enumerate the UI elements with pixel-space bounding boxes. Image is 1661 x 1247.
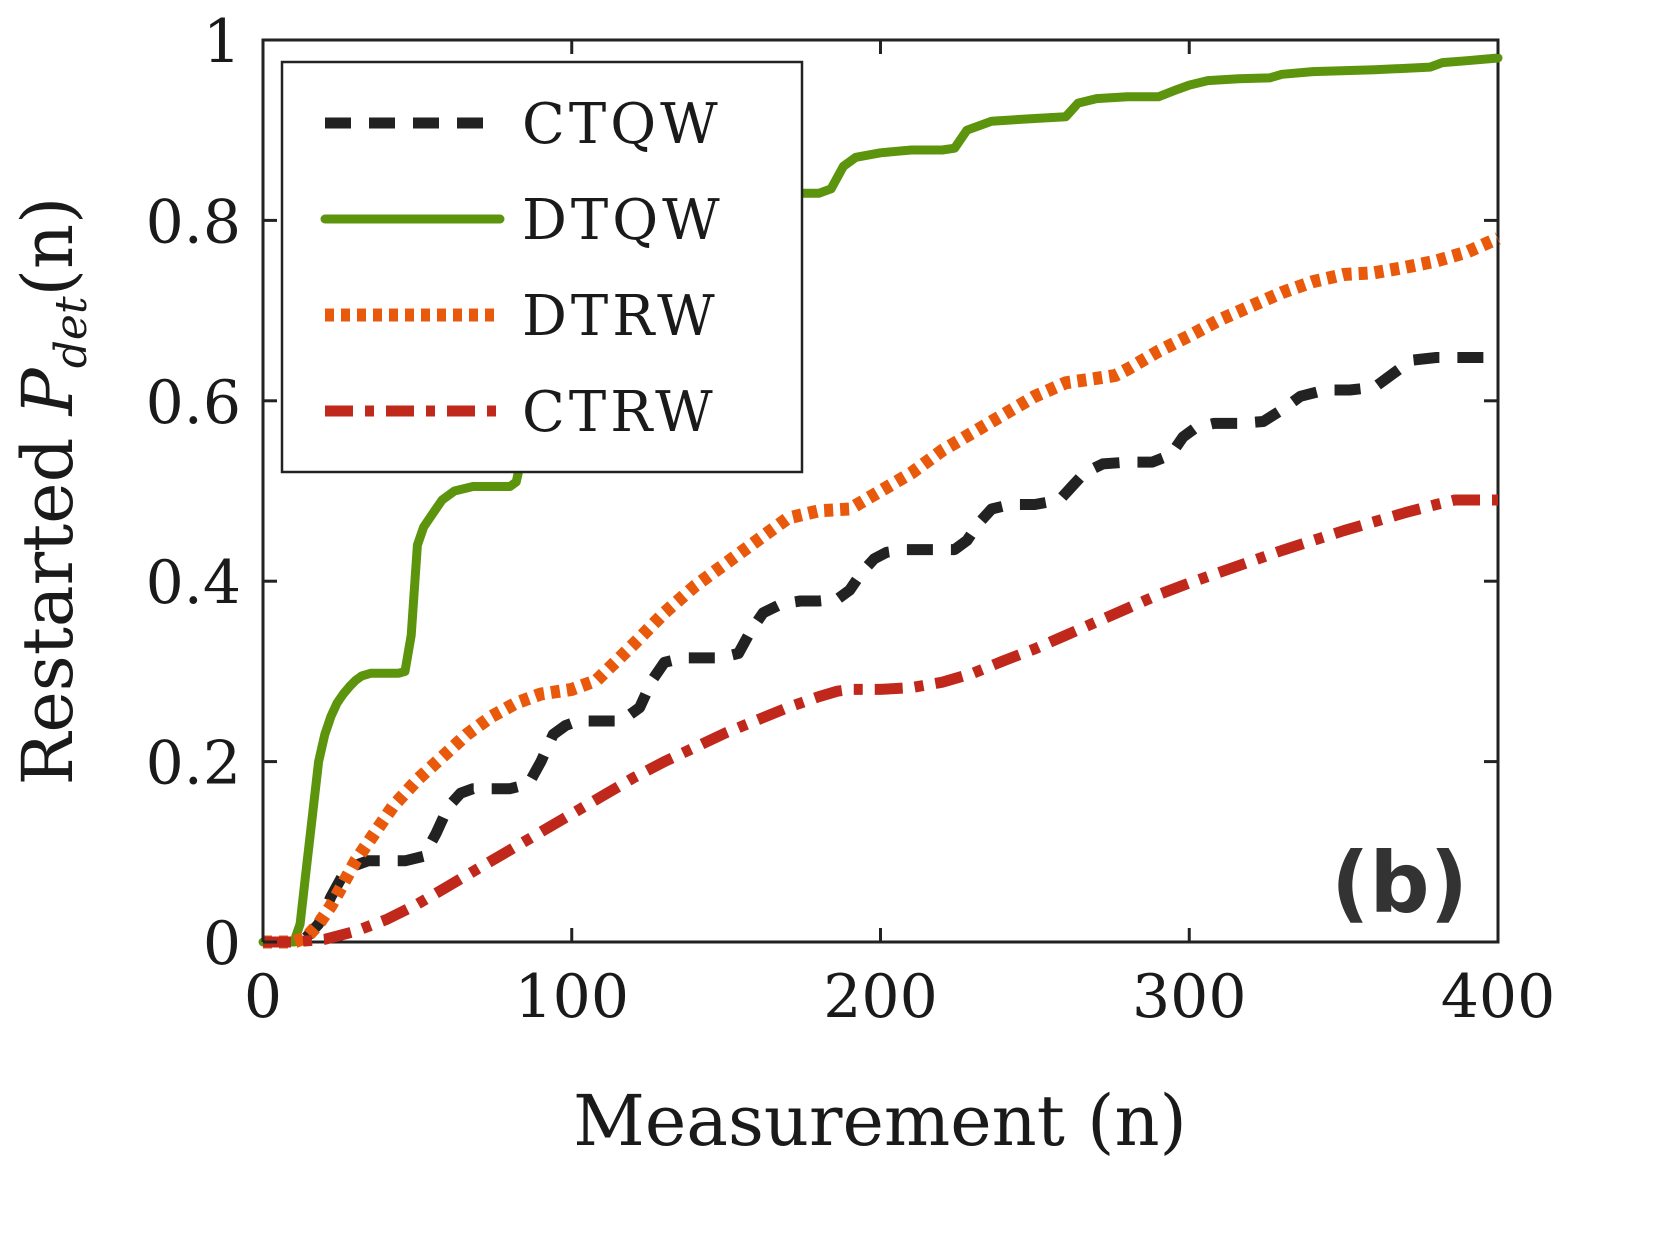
legend-box	[280, 60, 804, 474]
legend-label-ctrw: CTRW	[522, 380, 717, 445]
y-tick-label: 0.8	[146, 187, 241, 257]
x-tick-label: 400	[1441, 962, 1556, 1032]
series-line-ctqw	[263, 352, 1498, 948]
x-axis-label: Measurement (n)	[573, 1080, 1187, 1162]
legend-items: CTQW DTQW DTRW CTRW	[320, 92, 724, 445]
y-axis-label: Restarted Pdet(n)	[7, 197, 97, 786]
x-tick-label: 200	[823, 962, 938, 1032]
y-tick-label: 0	[203, 909, 241, 979]
x-tick-label: 0	[244, 962, 282, 1032]
legend-label-dtqw: DTQW	[522, 188, 724, 253]
y-axis-label-main: Restarted	[7, 415, 89, 785]
legend: CTQW DTQW DTRW CTRW	[280, 60, 804, 474]
panel-label: (b)	[1331, 834, 1468, 932]
y-tick-label: 0.6	[146, 368, 241, 438]
ticks-layer: 0 100 200 300 400 0 0.2 0.4 0.6 0.8 1	[146, 7, 1556, 1032]
y-axis-label-symbol: P	[7, 366, 89, 417]
x-tick-label: 100	[514, 962, 629, 1032]
y-tick-label: 1	[203, 7, 241, 77]
y-tick-label: 0.2	[146, 729, 241, 799]
y-axis-label-subscript: det	[46, 296, 97, 368]
legend-label-dtrw: DTRW	[522, 284, 719, 349]
legend-label-ctqw: CTQW	[522, 92, 722, 157]
series-line-ctrw	[263, 494, 1498, 948]
series-line-dtrw	[263, 232, 1501, 949]
y-tick-label: 0.4	[146, 548, 241, 618]
y-axis-label-arg: (n)	[7, 197, 89, 297]
x-tick-label: 300	[1132, 962, 1247, 1032]
